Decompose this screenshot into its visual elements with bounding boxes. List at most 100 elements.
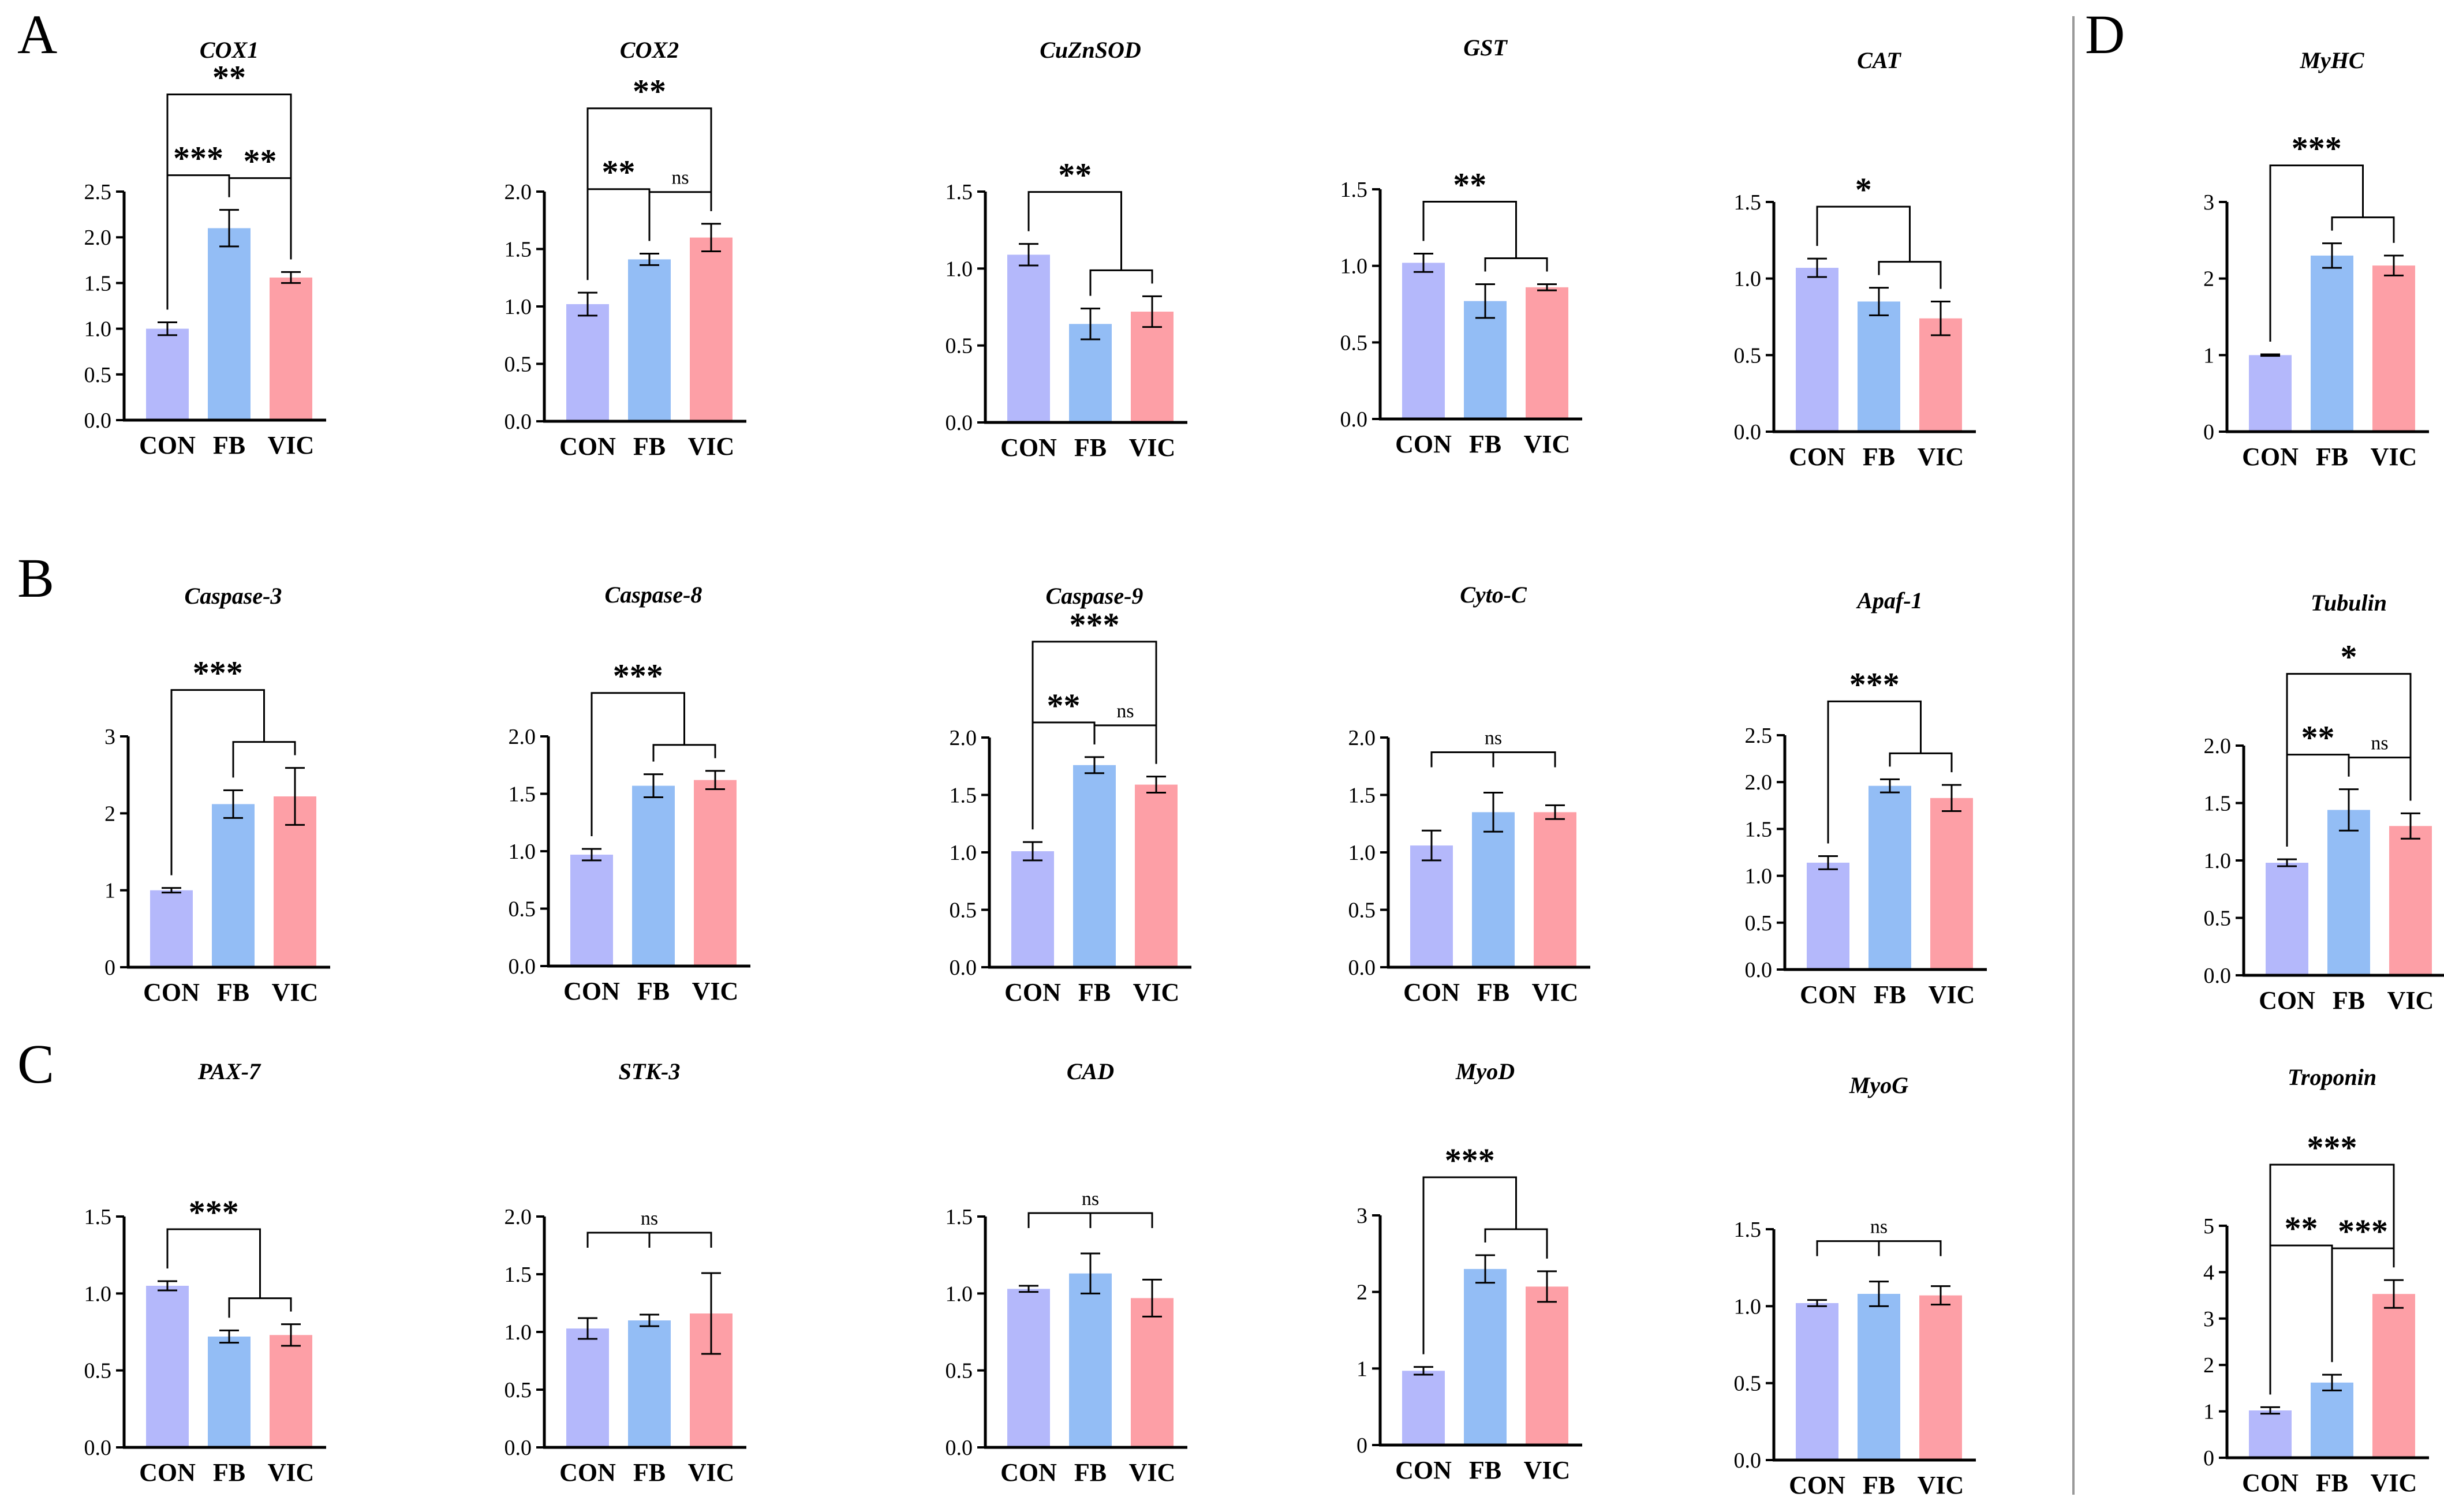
- bar-vic: [1919, 1295, 1962, 1460]
- error-bar-vic: [1545, 804, 1565, 820]
- y-tick-label: 0.5: [1745, 911, 1773, 935]
- y-tick-label: 0.0: [505, 410, 532, 434]
- y-tick-label: 1.0: [1734, 1294, 1762, 1319]
- bracket-line: [2269, 1244, 2333, 1395]
- bracket-line: [166, 93, 292, 310]
- y-tick-label: 1.5: [950, 784, 977, 808]
- x-tick-label-con: CON: [139, 431, 196, 459]
- y-tick-label: 2.0: [84, 226, 112, 250]
- chart-caspase-3: Caspase-3 0 1 2 3 CON FB VIC ***: [104, 583, 330, 1006]
- chart-title: PAX-7: [197, 1058, 261, 1084]
- bar-fb: [2327, 810, 2370, 975]
- error-bar-vic: [1537, 283, 1557, 291]
- significance-bracket: ns: [1027, 1188, 1153, 1228]
- x-tick-label-fb: FB: [213, 1458, 245, 1487]
- significance-bracket: ***: [1827, 665, 1953, 844]
- chart-title: Caspase-8: [605, 582, 702, 608]
- bracket-inner: [1889, 752, 1953, 773]
- bracket-outer: [1027, 191, 1122, 271]
- bracket-inner: [2331, 216, 2395, 243]
- y-tick-label: 0.0: [1734, 420, 1762, 444]
- chart-title: CuZnSOD: [1040, 37, 1141, 63]
- error-bar-fb: [219, 209, 239, 248]
- y-tick-label: 1.5: [84, 1205, 112, 1229]
- error-bar-con: [1414, 1366, 1433, 1376]
- error-bar-vic: [705, 770, 725, 791]
- bar-con: [1410, 845, 1453, 967]
- panel-label-a: A: [17, 3, 57, 65]
- x-tick-label-vic: VIC: [1524, 1456, 1571, 1484]
- significance-label: *: [2341, 638, 2357, 676]
- x-tick-label-con: CON: [2259, 986, 2315, 1015]
- y-tick-label: 0.0: [1745, 958, 1773, 982]
- y-tick-label: 0: [2203, 1446, 2214, 1470]
- x-tick-label-fb: FB: [1469, 430, 1501, 458]
- bracket-inner: [1089, 269, 1153, 296]
- chart-title: Caspase-9: [1046, 583, 1143, 609]
- y-tick-label: 1.0: [509, 840, 536, 864]
- bracket-line: [648, 191, 712, 241]
- chart-title: Apaf-1: [1855, 587, 1922, 613]
- error-bar-fb: [640, 252, 659, 266]
- chart-pax-7: PAX-7 0.0 0.5 1.0 1.5 CON FB VIC ***: [84, 1058, 326, 1487]
- bracket-line: [1816, 1240, 1942, 1256]
- error-bar-fb: [1483, 792, 1503, 833]
- y-tick-label: 1.5: [1340, 178, 1368, 202]
- error-bar-con: [1807, 1299, 1827, 1307]
- bar-con: [2249, 1410, 2292, 1458]
- y-tick-label: 1: [2203, 1400, 2214, 1424]
- significance-bracket: ***: [170, 654, 296, 875]
- bracket-outer: [1422, 1176, 1517, 1354]
- chart-title: COX2: [620, 37, 679, 63]
- chart-title: MyoD: [1455, 1058, 1515, 1084]
- error-bar-con: [1023, 841, 1042, 862]
- bar-con: [150, 890, 193, 967]
- bar-fb: [1464, 1268, 1507, 1445]
- error-bar-vic: [1537, 1270, 1557, 1303]
- x-tick-label-vic: VIC: [1918, 443, 1964, 471]
- bracket-outer: [1422, 200, 1517, 259]
- bracket-line: [1032, 641, 1157, 830]
- x-tick-label-con: CON: [559, 432, 616, 461]
- chart-cuznsod: CuZnSOD 0.0 0.5 1.0 1.5 CON FB VIC **: [946, 37, 1187, 462]
- y-tick-label: 2: [2203, 1353, 2214, 1378]
- y-tick-label: 0.0: [84, 409, 112, 433]
- bracket-line: [2348, 757, 2412, 801]
- bar-vic: [2389, 826, 2432, 975]
- error-bar-fb: [1081, 1252, 1100, 1294]
- bar-vic: [1131, 1298, 1174, 1447]
- significance-label: **: [212, 59, 246, 96]
- bar-vic: [2372, 265, 2415, 432]
- x-tick-label-fb: FB: [2333, 986, 2365, 1015]
- bar-fb: [1472, 812, 1515, 967]
- significance-label: ns: [1485, 728, 1502, 749]
- x-tick-label-con: CON: [1789, 443, 1845, 471]
- y-tick-label: 2.5: [1745, 724, 1773, 748]
- bar-con: [2266, 862, 2308, 975]
- bar-con: [2249, 355, 2292, 432]
- significance-bracket: ns: [1430, 728, 1556, 768]
- y-tick-label: 1.0: [1745, 864, 1773, 889]
- significance-bracket: ***: [1032, 606, 1157, 830]
- error-bar-vic: [1146, 776, 1166, 794]
- bar-fb: [628, 259, 671, 421]
- y-tick-label: 0.0: [1734, 1449, 1762, 1473]
- chart-title: Caspase-3: [185, 583, 282, 609]
- bar-con: [1007, 255, 1050, 422]
- bracket-line: [586, 107, 712, 280]
- x-tick-label-vic: VIC: [688, 432, 735, 461]
- x-tick-label-fb: FB: [2316, 443, 2348, 471]
- y-tick-label: 0.5: [84, 1359, 112, 1383]
- bar-con: [1007, 1289, 1050, 1447]
- y-tick-label: 0.5: [84, 363, 112, 387]
- x-tick-label-fb: FB: [213, 431, 245, 459]
- error-bar-con: [1818, 855, 1838, 870]
- x-tick-label-fb: FB: [633, 432, 666, 461]
- y-tick-label: 1.0: [505, 295, 532, 319]
- x-tick-label-vic: VIC: [692, 977, 739, 1005]
- chart-stk-3: STK-3 0.0 0.5 1.0 1.5 2.0 CON FB VIC ns: [505, 1058, 746, 1487]
- chart-title: COX1: [200, 37, 259, 63]
- y-tick-label: 0.5: [2204, 907, 2232, 931]
- significance-label: ns: [2371, 733, 2388, 754]
